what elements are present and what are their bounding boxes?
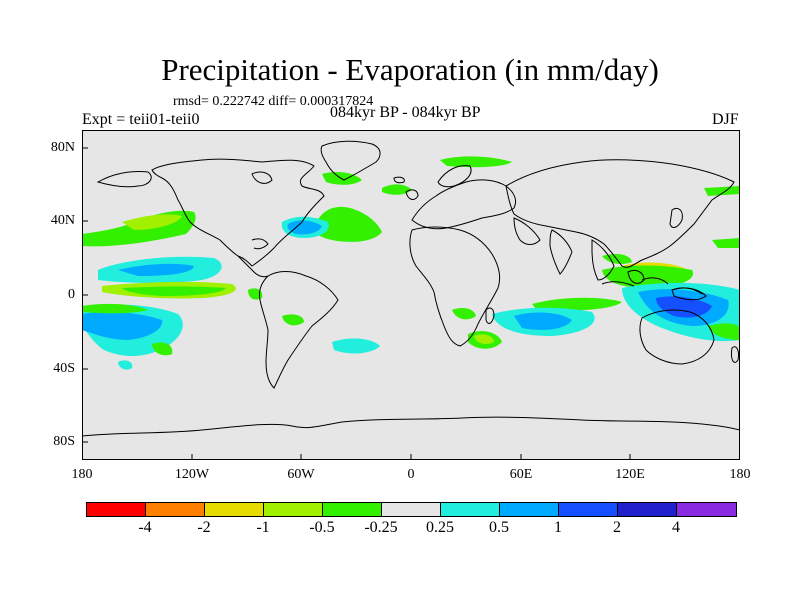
world-map: [82, 130, 740, 460]
coastlines: [82, 140, 740, 437]
region-s-pacific-blue: [82, 312, 163, 340]
coast-north-america: [151, 158, 325, 267]
coast-central-america: [237, 255, 269, 278]
coast-hudson-bay: [251, 171, 273, 184]
colorbar-swatch: [264, 503, 323, 516]
region-indian-green: [532, 297, 622, 311]
season-label: DJF: [712, 111, 739, 128]
x-ticks-marks: [191, 454, 631, 460]
coast-greenland: [320, 140, 381, 181]
coast-borneo: [627, 269, 645, 284]
coast-japan: [669, 207, 683, 228]
x-tick-120w: 120W: [174, 467, 210, 482]
colorbar-swatch: [382, 503, 441, 516]
region-s-pacific-south: [152, 342, 173, 356]
region-s-pacific-green: [82, 303, 148, 314]
region-madagascar-green: [452, 308, 476, 320]
x-tick-120e: 120E: [615, 467, 645, 482]
x-tick-0: 0: [407, 467, 415, 482]
plot-title: Precipitation - Evaporation (in mm/day): [161, 52, 659, 87]
coast-se-asia: [591, 239, 615, 281]
region-n-pacific-lightgreen: [122, 214, 182, 230]
coast-india: [549, 229, 573, 275]
coast-new-guinea: [671, 287, 707, 301]
coast-iceland: [393, 176, 405, 184]
x-tick-60w: 60W: [287, 467, 315, 482]
region-s-pacific-cyan2: [118, 360, 133, 370]
coast-gulf-mexico: [251, 238, 269, 250]
colorbar-label: 2: [613, 519, 621, 536]
colorbar-label: -0.5: [309, 519, 335, 536]
colorbar-swatch: [323, 503, 382, 516]
anomaly-regions: [82, 156, 740, 370]
experiment-label: Expt = teii01-teii0: [82, 111, 200, 128]
colorbar-label: -1: [256, 519, 270, 536]
colorbar: [86, 502, 737, 517]
x-tick-180e: 180: [729, 467, 751, 482]
coast-alaska: [96, 171, 152, 188]
colorbar-swatch: [87, 503, 146, 516]
colorbar-swatch: [146, 503, 205, 516]
colorbar-label: 1: [554, 519, 562, 536]
colorbar-swatch: [205, 503, 264, 516]
region-n-atlantic-blue: [287, 220, 322, 235]
colorbar-swatch: [677, 503, 736, 516]
colorbar-label: 0.5: [489, 519, 509, 536]
colorbar-swatch: [441, 503, 500, 516]
coast-asia: [505, 159, 735, 268]
region-wpac-green: [602, 265, 694, 288]
coast-africa: [409, 226, 501, 347]
y-tick-0: 0: [68, 287, 75, 302]
coast-madagascar: [485, 307, 495, 324]
region-e-pacific-blue: [118, 263, 194, 276]
region-atlantic-eq-green: [248, 288, 263, 300]
period-label: 084kyr BP - 084kyr BP: [330, 104, 481, 121]
region-n-atlantic-green: [314, 206, 382, 242]
region-w-pacific-north: [712, 238, 740, 248]
coast-british-isles: [405, 189, 419, 200]
y-tick-80n: 80N: [50, 140, 75, 155]
colorbar-swatch: [559, 503, 618, 516]
region-indian-yellow: [474, 334, 494, 344]
colorbar-label: 4: [672, 519, 680, 536]
coast-antarctica: [82, 416, 740, 437]
region-wpac-east-green: [708, 323, 740, 340]
y-tick-40s: 40S: [53, 361, 75, 376]
rmsd-diff-stats: rmsd= 0.222742 diff= 0.000317824: [173, 94, 374, 109]
region-arctic-green: [440, 156, 512, 168]
y-tick-80s: 80S: [53, 434, 75, 449]
region-n-atlantic-high: [382, 184, 412, 195]
region-s-atlantic-cyan: [332, 338, 380, 354]
y-ticks-marks: [82, 147, 88, 443]
y-tick-40n: 40N: [50, 213, 75, 228]
x-tick-180w: 180: [71, 467, 93, 482]
colorbar-label: -4: [138, 519, 152, 536]
coast-scandinavia: [437, 165, 472, 188]
region-e-pacific-green: [122, 286, 226, 296]
x-tick-60e: 60E: [509, 467, 533, 482]
coast-new-zealand: [731, 346, 739, 363]
colorbar-label: 0.25: [426, 519, 454, 536]
colorbar-swatch: [618, 503, 677, 516]
coast-south-america: [259, 271, 339, 389]
region-s-atlantic-green: [282, 314, 304, 326]
colorbar-label: -2: [197, 519, 211, 536]
region-w-pacific-north2: [704, 186, 740, 196]
colorbar-label: -0.25: [364, 519, 398, 536]
coast-australia: [639, 309, 715, 365]
coast-arabia: [513, 217, 541, 245]
colorbar-swatch: [500, 503, 559, 516]
region-wpac-blue: [656, 296, 712, 318]
region-indian-blue: [514, 312, 572, 330]
